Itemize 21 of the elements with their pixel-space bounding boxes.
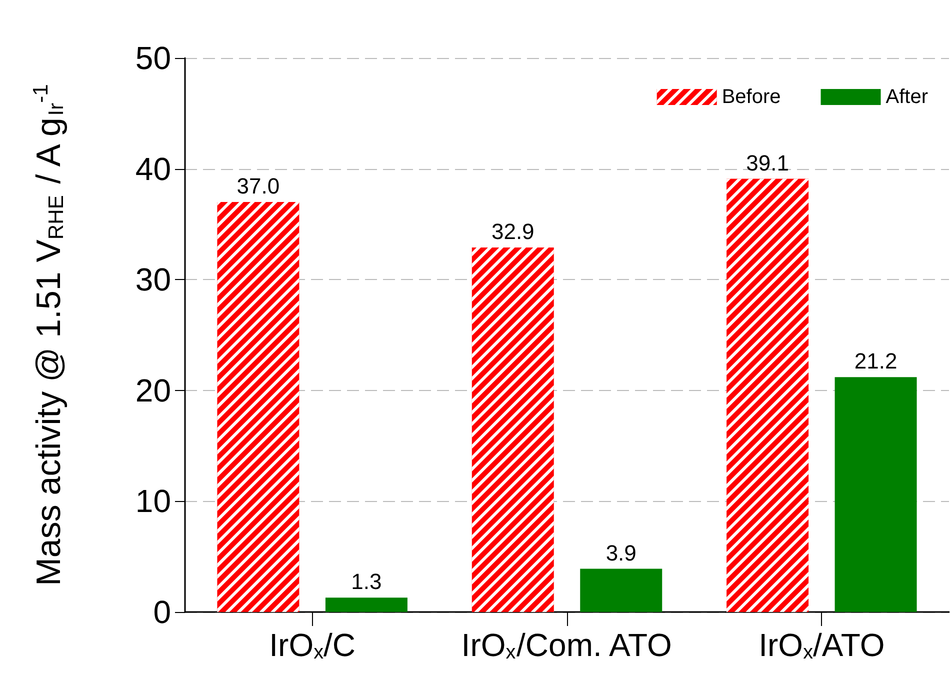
legend-label: After bbox=[886, 86, 928, 108]
y-tick-label: 40 bbox=[135, 150, 171, 187]
x-tick-label: IrOx/Com. ATO bbox=[461, 627, 672, 664]
data-label: 32.9 bbox=[491, 218, 534, 244]
y-tick-label: 30 bbox=[135, 262, 171, 298]
data-label: 39.1 bbox=[746, 150, 789, 176]
x-tick-label: IrOx/C bbox=[269, 627, 356, 664]
y-tick-label: 10 bbox=[135, 483, 171, 520]
bar bbox=[325, 598, 408, 612]
y-tick-label: 20 bbox=[135, 372, 171, 408]
data-label: 37.0 bbox=[236, 174, 280, 199]
data-label: 21.2 bbox=[854, 348, 898, 374]
y-axis-title: Mass activity @ 1.51 VRHE / A gIr-1 bbox=[30, 84, 68, 586]
data-label: 3.9 bbox=[606, 540, 636, 566]
legend-label: Before bbox=[722, 86, 781, 108]
bar bbox=[834, 377, 917, 612]
y-tick-label: 0 bbox=[153, 594, 171, 630]
data-label: 1.3 bbox=[351, 569, 382, 594]
bar bbox=[580, 568, 662, 612]
x-tick-label: IrOx/ATO bbox=[758, 627, 885, 664]
y-tick-label: 50 bbox=[135, 40, 171, 76]
